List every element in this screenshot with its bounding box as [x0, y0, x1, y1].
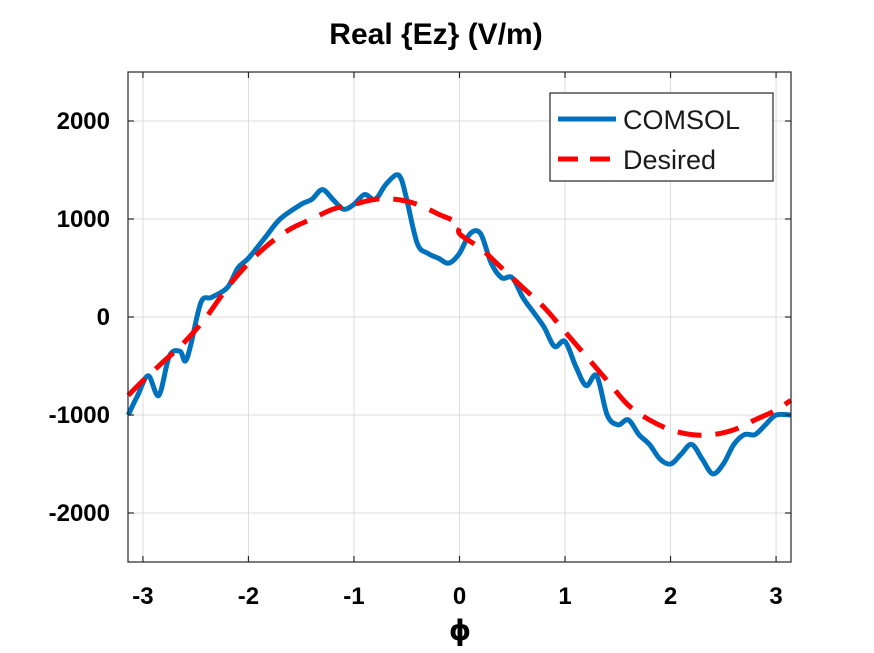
legend-label-desired: Desired [623, 145, 716, 175]
x-tick-label-2: -1 [343, 583, 364, 610]
y-tick-label-2: 0 [97, 304, 110, 331]
chart-title: Real {Ez} (V/m) [329, 18, 542, 51]
y-tick-label-3: 1000 [57, 206, 110, 233]
x-tick-label-0: -3 [132, 583, 153, 610]
x-tick-label-6: 3 [769, 583, 782, 610]
x-tick-label-4: 1 [558, 583, 571, 610]
x-tick-label-5: 2 [664, 583, 677, 610]
legend-box [549, 92, 774, 182]
x-tick-label-1: -2 [238, 583, 259, 610]
series-desired-line [126, 196, 793, 438]
x-tick-label-3: 0 [453, 583, 466, 610]
ticks: -3 -2 -1 0 1 2 3 -2000 -1000 0 1000 2000 [49, 72, 791, 610]
y-tick-label-0: -2000 [49, 500, 110, 527]
legend: COMSOL Desired [549, 92, 774, 182]
y-tick-label-1: -1000 [49, 402, 110, 429]
legend-label-comsol: COMSOL [623, 105, 740, 135]
y-tick-label-4: 2000 [57, 108, 110, 135]
series-layer [125, 172, 793, 477]
grid [128, 72, 791, 562]
x-axis-label: ϕ [449, 614, 471, 647]
